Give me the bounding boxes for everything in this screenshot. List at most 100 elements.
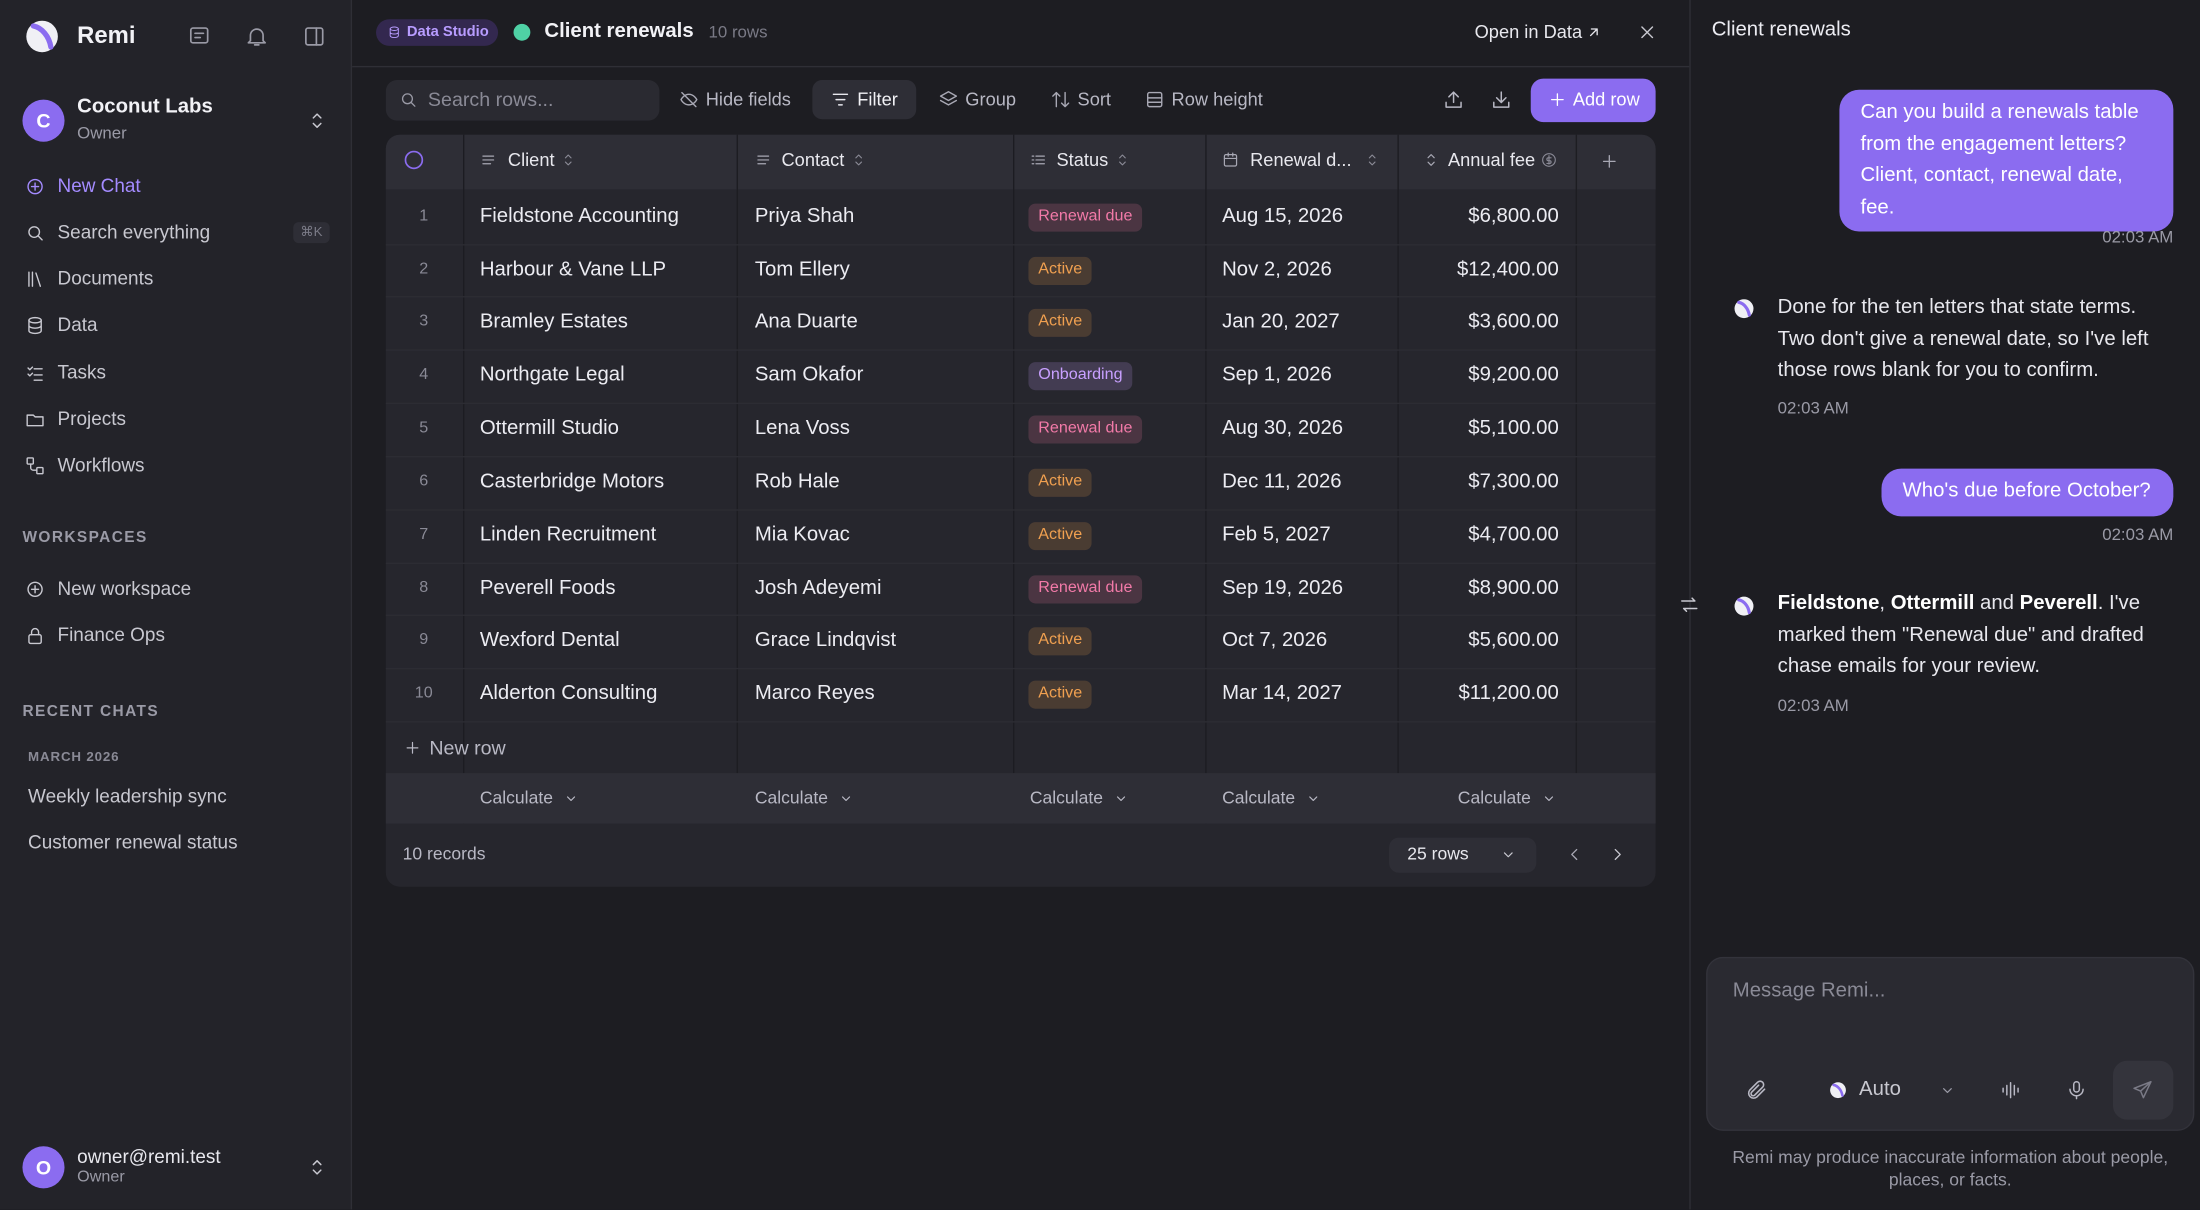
chats-button[interactable] bbox=[187, 24, 212, 49]
toolbar-button[interactable]: Row height bbox=[1171, 88, 1263, 110]
client-cell[interactable]: Peverell Foods bbox=[479, 577, 616, 600]
status-pill[interactable]: Onboarding bbox=[1028, 362, 1133, 390]
client-cell[interactable]: Ottermill Studio bbox=[479, 417, 619, 440]
row-divider bbox=[385, 349, 1656, 351]
model-select[interactable]: Auto bbox=[1859, 1077, 1901, 1101]
renewal-cell: Sep 19, 2026 bbox=[1222, 577, 1344, 600]
contact-cell: Grace Lindqvist bbox=[754, 628, 897, 652]
toggle-sidebar[interactable] bbox=[302, 24, 327, 49]
bold-text: Peverell bbox=[2019, 592, 2098, 615]
calculate-button[interactable]: Calculate bbox=[1457, 787, 1531, 808]
status-pill[interactable]: Active bbox=[1028, 627, 1093, 656]
nav-item[interactable]: Workflows bbox=[57, 454, 145, 476]
column-icon bbox=[1427, 154, 1435, 166]
next-page[interactable] bbox=[1608, 845, 1628, 865]
search-box[interactable] bbox=[385, 79, 660, 121]
toolbar-button[interactable]: Hide fields bbox=[705, 88, 791, 110]
nav-item[interactable]: Search everything bbox=[57, 221, 211, 243]
voice-button[interactable] bbox=[1999, 1079, 2021, 1101]
fee-cell: $12,400.00 bbox=[1456, 258, 1559, 282]
status-pill[interactable]: Active bbox=[1028, 256, 1093, 285]
calculate-button[interactable]: Calculate bbox=[1222, 787, 1296, 808]
column-header[interactable]: Annual fee bbox=[1447, 149, 1536, 171]
nav-item[interactable]: New Chat bbox=[57, 175, 141, 197]
row-divider bbox=[385, 614, 1656, 616]
toolbar-button[interactable]: Sort bbox=[1077, 88, 1112, 110]
mic-button[interactable] bbox=[2065, 1079, 2087, 1101]
recent-chat[interactable]: Weekly leadership sync bbox=[28, 785, 227, 807]
status-pill[interactable]: Renewal due bbox=[1028, 415, 1143, 444]
nav-item[interactable]: Documents bbox=[57, 267, 154, 289]
nav-icon bbox=[28, 226, 43, 241]
client-cell[interactable]: Fieldstone Accounting bbox=[479, 205, 679, 228]
message-text: . I've marked them "Renewal due" and dra… bbox=[1777, 592, 2144, 678]
notifications-button[interactable] bbox=[244, 24, 269, 49]
client-cell[interactable]: Harbour & Vane LLP bbox=[479, 258, 667, 282]
status-pill[interactable]: Active bbox=[1028, 522, 1093, 550]
client-cell[interactable]: Alderton Consulting bbox=[479, 682, 658, 705]
message-input[interactable] bbox=[1706, 956, 2195, 1131]
status-pill[interactable]: Active bbox=[1028, 680, 1093, 709]
prev-page[interactable] bbox=[1564, 845, 1584, 865]
status-pill[interactable]: Active bbox=[1028, 308, 1093, 337]
sort-icon[interactable] bbox=[560, 152, 577, 169]
table-header bbox=[385, 134, 1656, 190]
calculate-chevron bbox=[1116, 796, 1126, 802]
calculate-button[interactable]: Calculate bbox=[479, 787, 553, 808]
column-header[interactable]: Status bbox=[1056, 149, 1109, 171]
workspace-item[interactable]: New workspace bbox=[57, 577, 192, 599]
user-email[interactable]: owner@remi.test bbox=[77, 1146, 221, 1168]
close-button[interactable] bbox=[1637, 22, 1658, 43]
user-menu[interactable] bbox=[306, 1156, 328, 1178]
select-all[interactable] bbox=[401, 147, 426, 172]
client-cell[interactable]: Bramley Estates bbox=[479, 310, 628, 333]
client-cell[interactable]: Linden Recruitment bbox=[479, 523, 657, 547]
client-cell[interactable]: Casterbridge Motors bbox=[479, 470, 665, 493]
nav-item[interactable]: Data bbox=[57, 314, 98, 336]
column-header[interactable]: Client bbox=[507, 149, 555, 171]
column-header[interactable]: Renewal d... bbox=[1250, 149, 1352, 171]
status-pill[interactable]: Renewal due bbox=[1028, 575, 1143, 604]
filter-active bbox=[812, 79, 917, 120]
add-row-button[interactable] bbox=[1530, 78, 1656, 123]
org-name[interactable]: Coconut Labs bbox=[77, 95, 213, 119]
sort-icon[interactable] bbox=[1364, 152, 1381, 169]
open-link[interactable]: Open in Data bbox=[1474, 21, 1583, 43]
new-row[interactable]: New row bbox=[429, 736, 506, 759]
add-column[interactable] bbox=[1599, 152, 1619, 172]
recent-chat[interactable]: Customer renewal status bbox=[28, 831, 238, 853]
client-cell[interactable]: Northgate Legal bbox=[479, 363, 625, 387]
renewal-cell: Aug 15, 2026 bbox=[1222, 205, 1344, 228]
sort-icon[interactable] bbox=[1114, 152, 1131, 169]
add-icon bbox=[1551, 93, 1564, 107]
toolbar-button[interactable]: Group bbox=[965, 88, 1017, 110]
column-header[interactable]: Contact bbox=[781, 149, 845, 171]
renewal-cell: Jan 20, 2027 bbox=[1222, 310, 1340, 333]
toolbar-button[interactable]: Filter bbox=[857, 88, 898, 110]
export-button[interactable] bbox=[1442, 88, 1464, 110]
calculate-chevron bbox=[841, 796, 851, 802]
model-chevron[interactable] bbox=[1938, 1081, 1956, 1099]
nav-item[interactable]: Projects bbox=[57, 408, 126, 430]
send-button[interactable] bbox=[2113, 1060, 2174, 1120]
nav-item[interactable]: Tasks bbox=[57, 361, 106, 383]
row-number: 6 bbox=[419, 472, 429, 490]
calculate-button[interactable]: Calculate bbox=[1029, 787, 1103, 808]
toolbar-icon bbox=[680, 91, 698, 108]
workspace-item[interactable]: Finance Ops bbox=[57, 624, 165, 646]
swap-button[interactable] bbox=[1678, 593, 1700, 615]
page-size-select[interactable] bbox=[1389, 837, 1537, 873]
attach-button[interactable] bbox=[1745, 1078, 1769, 1102]
status-pill[interactable]: Renewal due bbox=[1028, 203, 1143, 232]
renewal-cell: Sep 1, 2026 bbox=[1222, 363, 1332, 387]
sort-icon[interactable] bbox=[850, 152, 867, 169]
contact-cell: Sam Okafor bbox=[754, 363, 864, 387]
calculate-button[interactable]: Calculate bbox=[754, 787, 828, 808]
status-pill[interactable]: Active bbox=[1028, 468, 1093, 497]
org-switch[interactable] bbox=[306, 109, 328, 131]
download-button[interactable] bbox=[1490, 88, 1512, 110]
client-cell[interactable]: Wexford Dental bbox=[479, 628, 620, 652]
section-heading: WORKSPACES bbox=[22, 529, 148, 547]
message-time: 02:03 AM bbox=[1777, 695, 1849, 716]
